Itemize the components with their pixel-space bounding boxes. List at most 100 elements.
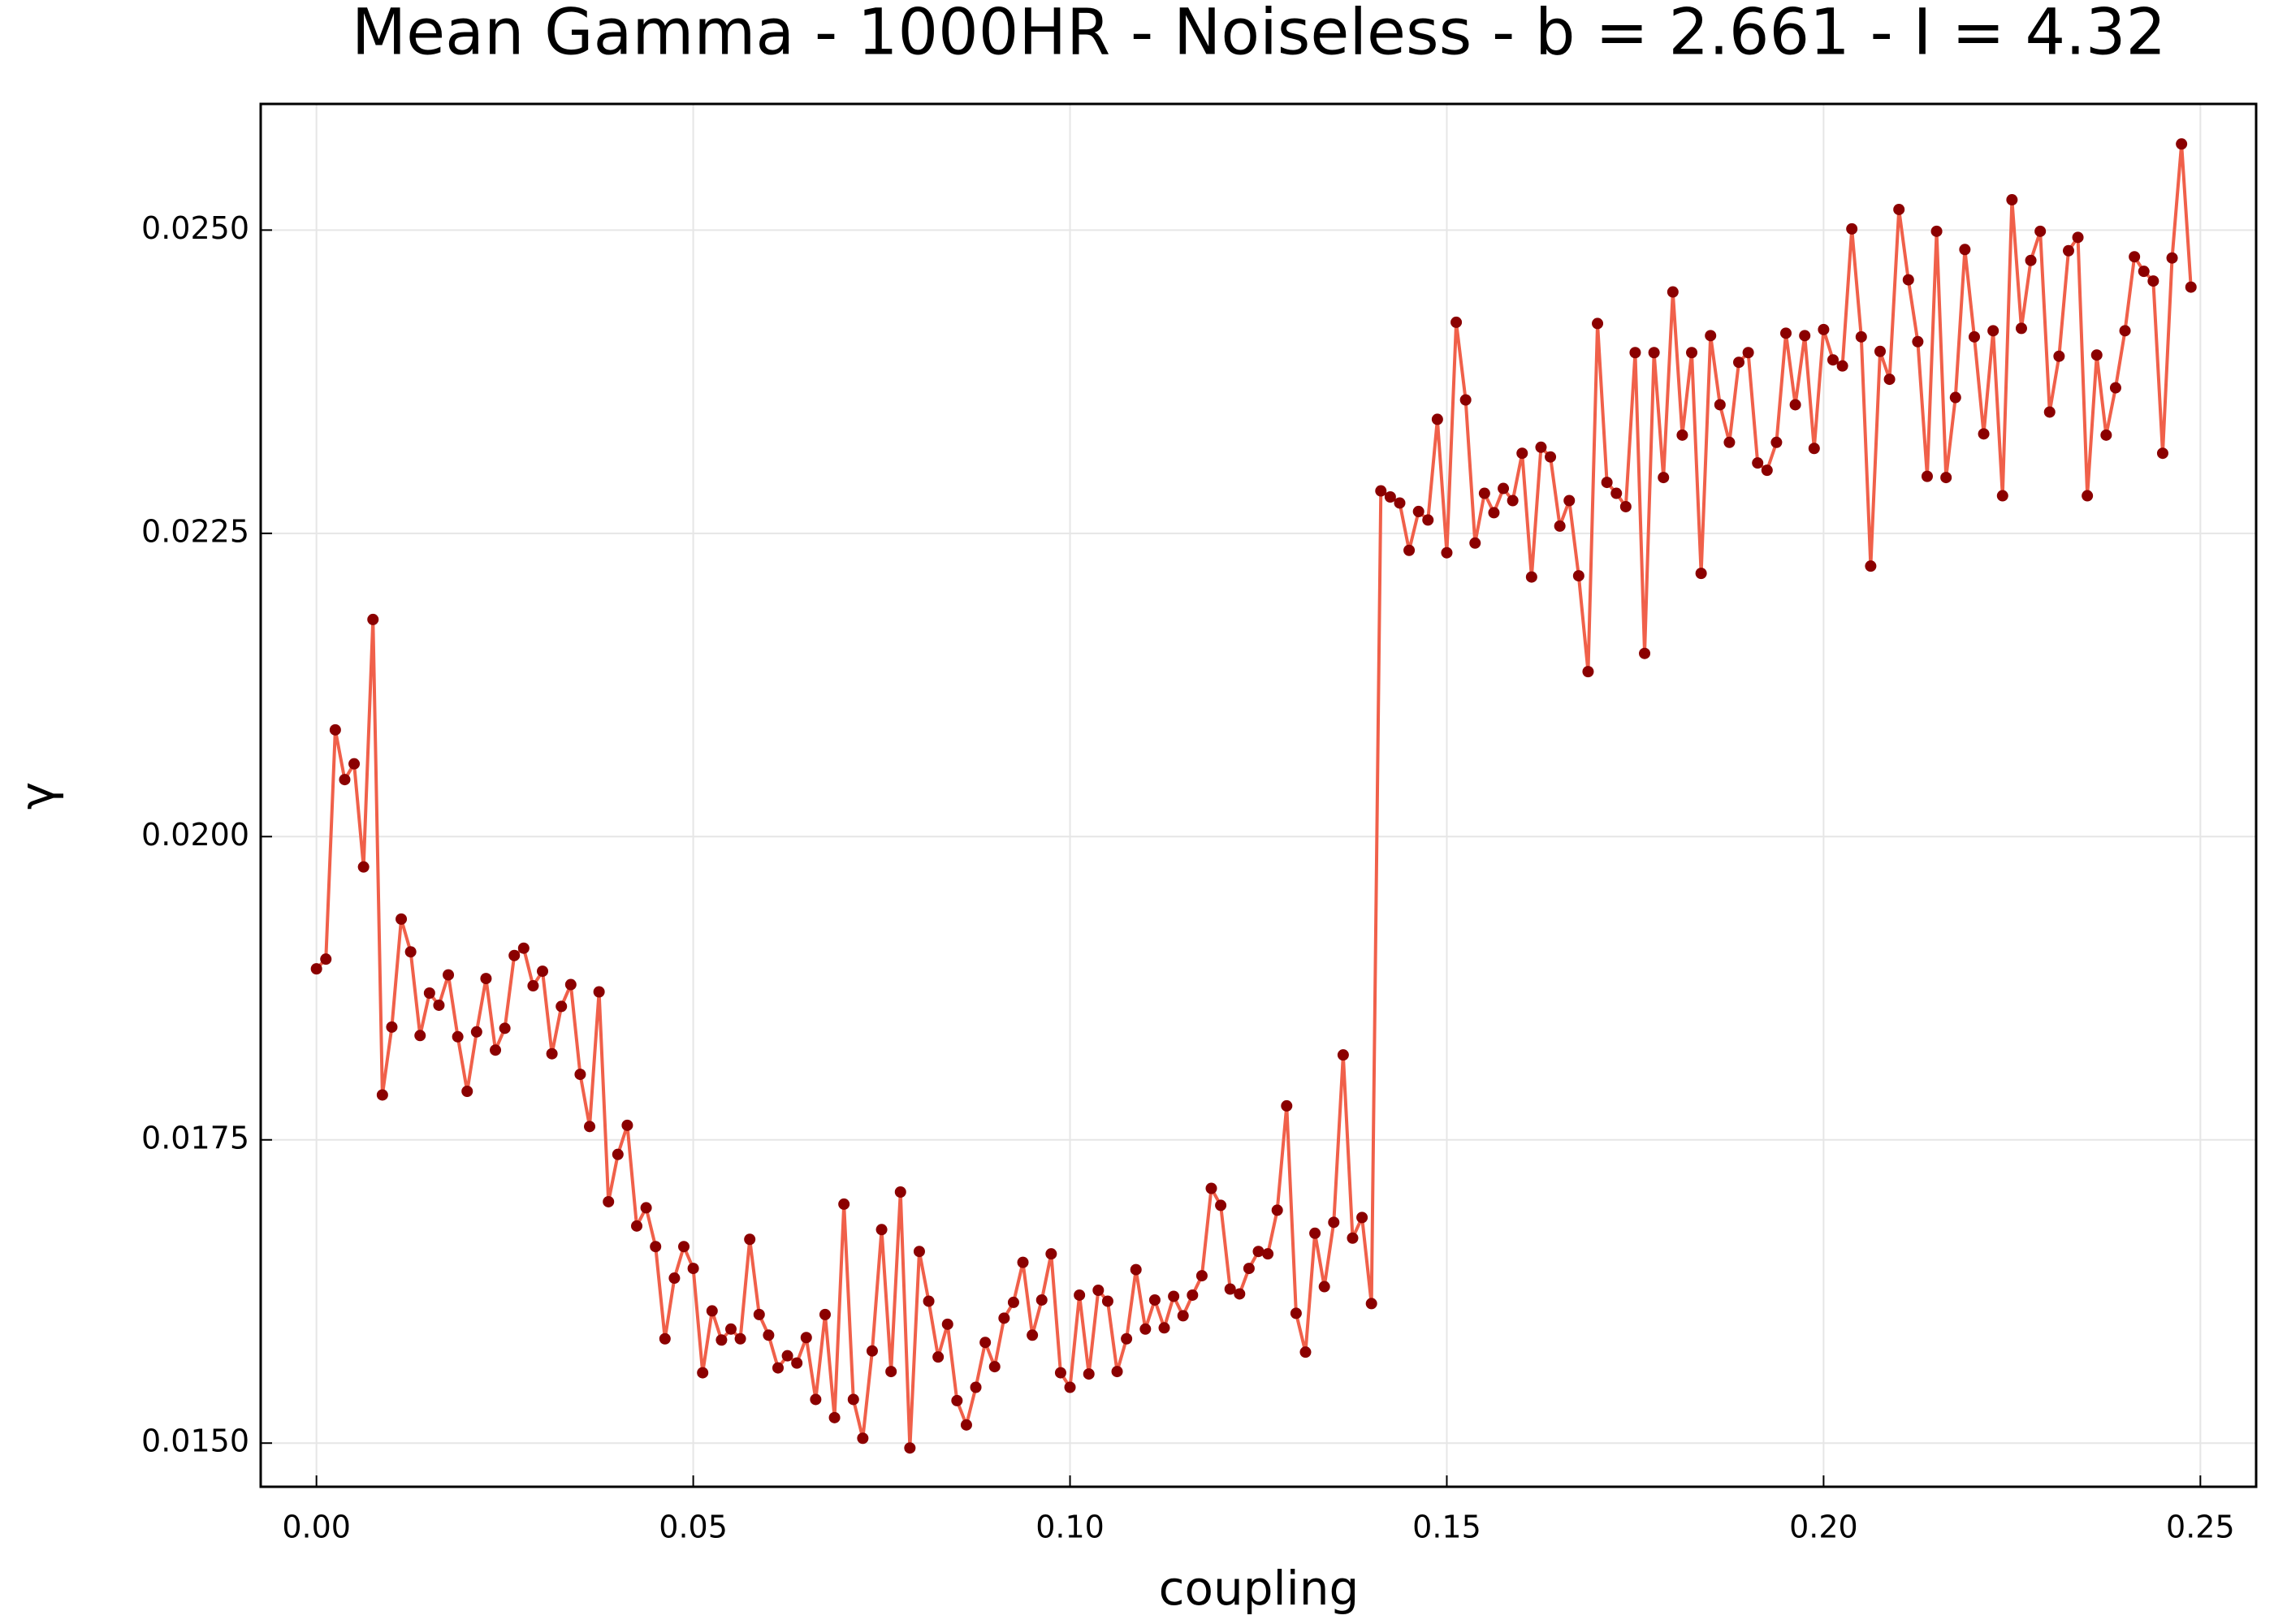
data-point — [1874, 345, 1886, 357]
data-point — [970, 1381, 982, 1393]
data-point — [1007, 1296, 1019, 1308]
y-axis-label: γ — [10, 782, 65, 810]
data-point — [847, 1393, 859, 1406]
data-point — [697, 1367, 709, 1379]
data-point — [988, 1361, 1001, 1373]
data-point — [800, 1332, 812, 1344]
data-point — [1855, 330, 1867, 343]
data-line — [315, 142, 2193, 1450]
data-point — [2138, 266, 2150, 278]
data-point — [1121, 1332, 1133, 1345]
data-point — [2109, 382, 2121, 394]
data-point — [1356, 1212, 1368, 1224]
data-point — [2185, 281, 2197, 293]
data-point — [1516, 447, 1528, 460]
data-point — [1328, 1216, 1340, 1229]
data-point — [1224, 1283, 1236, 1295]
data-point — [1035, 1294, 1048, 1306]
data-point — [1168, 1290, 1180, 1302]
data-point — [951, 1394, 963, 1406]
data-point — [320, 953, 332, 965]
data-point — [443, 969, 455, 981]
data-point — [960, 1419, 972, 1431]
data-point — [781, 1350, 793, 1362]
data-point — [979, 1337, 992, 1349]
data-point — [1488, 507, 1500, 519]
data-point — [1111, 1366, 1123, 1378]
data-point — [1187, 1289, 1199, 1301]
data-point — [1883, 374, 1896, 386]
data-point — [2053, 350, 2065, 362]
data-point — [1299, 1346, 1312, 1358]
data-point — [1742, 347, 1754, 359]
data-point — [1384, 491, 1396, 503]
data-point — [894, 1186, 906, 1198]
data-point — [1912, 335, 1924, 348]
data-point — [612, 1148, 624, 1160]
data-point — [1940, 472, 1952, 484]
data-point — [404, 946, 417, 958]
data-point — [1818, 323, 1830, 335]
data-point — [1262, 1248, 1274, 1260]
data-point — [461, 1086, 473, 1098]
data-point — [1582, 666, 1594, 678]
data-point — [1789, 399, 1801, 411]
data-point — [1337, 1049, 1349, 1061]
data-point — [715, 1334, 728, 1346]
data-point — [2082, 490, 2094, 502]
data-point — [1996, 490, 2008, 502]
data-point — [1733, 356, 1745, 369]
data-point — [1639, 647, 1651, 659]
data-point — [574, 1069, 586, 1081]
y-tick-label: 0.0250 — [141, 210, 249, 246]
x-tick-label: 0.10 — [1035, 1510, 1105, 1545]
x-tick-label: 0.20 — [1789, 1510, 1858, 1545]
data-point — [564, 978, 577, 991]
data-point — [1658, 472, 1670, 484]
data-point — [2025, 254, 2037, 266]
data-point — [1459, 394, 1472, 406]
data-point — [2156, 447, 2168, 460]
data-point — [668, 1272, 681, 1285]
data-point — [1808, 443, 1820, 455]
data-point — [1148, 1294, 1161, 1306]
data-point — [1752, 457, 1764, 469]
data-point — [1723, 436, 1736, 448]
data-point — [1431, 413, 1443, 425]
plot-frame — [259, 102, 2258, 1488]
data-point — [1770, 436, 1783, 448]
data-point — [687, 1263, 699, 1275]
data-point — [1045, 1248, 1057, 1260]
data-point — [1563, 495, 1576, 507]
data-point — [828, 1411, 841, 1423]
data-point — [866, 1345, 878, 1357]
data-point — [1027, 1329, 1039, 1341]
data-point — [932, 1351, 945, 1363]
data-point — [556, 1000, 568, 1013]
data-point — [1139, 1323, 1152, 1335]
data-point — [1761, 464, 1773, 477]
data-point — [734, 1332, 746, 1345]
data-point — [2034, 225, 2047, 237]
data-point — [1949, 391, 1961, 404]
data-point — [1667, 286, 1679, 298]
data-point — [2119, 325, 2131, 337]
data-point — [631, 1220, 643, 1232]
data-point — [470, 1026, 482, 1038]
data-point — [1836, 360, 1848, 372]
x-tick-label: 0.15 — [1412, 1510, 1481, 1545]
data-point — [706, 1305, 718, 1317]
data-point — [724, 1323, 737, 1335]
data-point — [1017, 1256, 1029, 1268]
data-point — [1375, 485, 1387, 497]
data-point — [376, 1089, 388, 1101]
data-point — [810, 1393, 822, 1406]
data-point — [584, 1121, 596, 1133]
data-point — [603, 1195, 615, 1207]
data-point — [1846, 222, 1858, 235]
data-point — [838, 1198, 850, 1210]
data-point — [1347, 1232, 1359, 1244]
data-point — [1959, 244, 1971, 256]
